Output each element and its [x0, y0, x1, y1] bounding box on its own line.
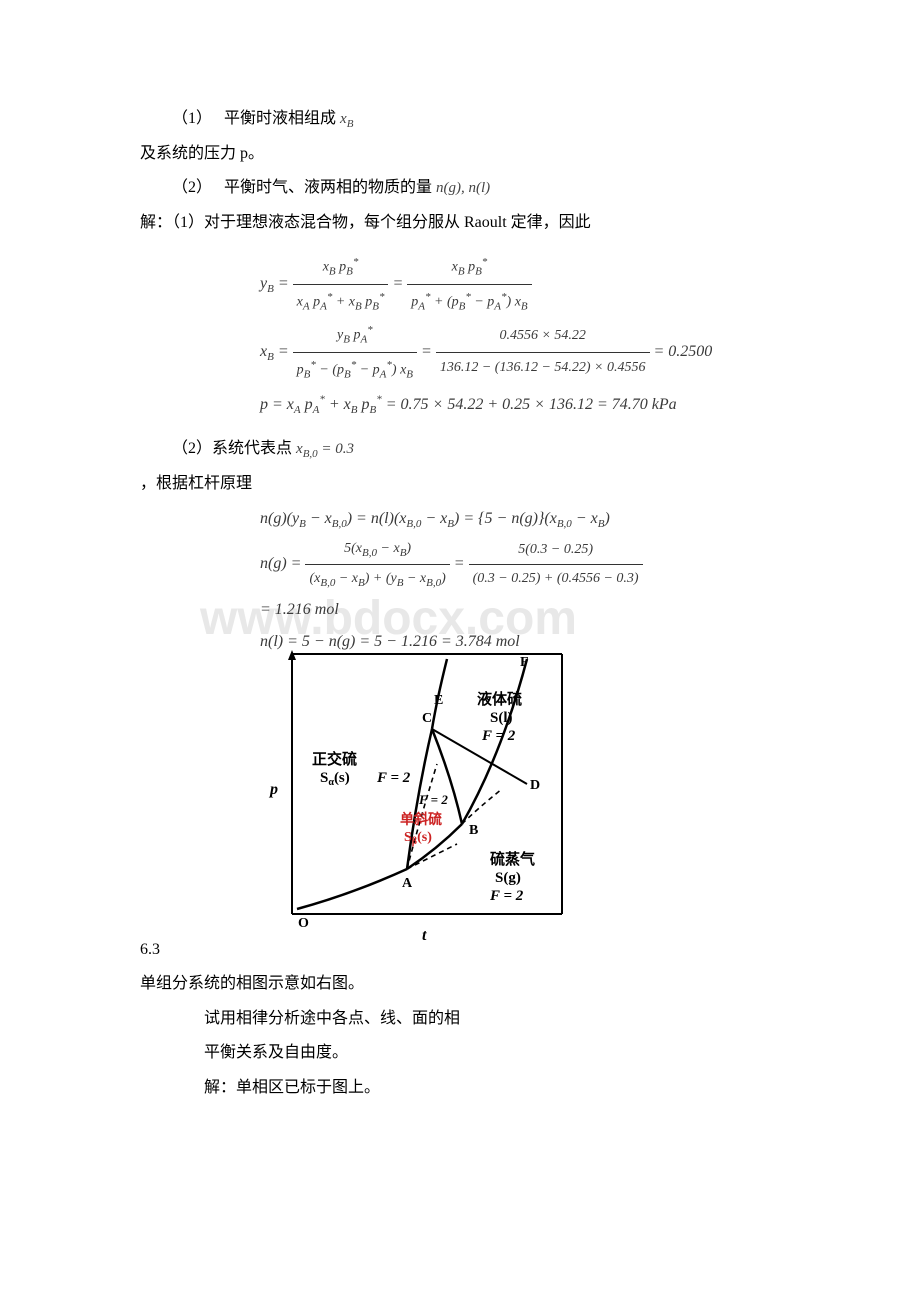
svg-text:F = 2: F = 2	[489, 888, 524, 904]
svg-text:Sβ(s): Sβ(s)	[404, 830, 432, 847]
q63-line4: 解：单相区已标于图上。	[140, 1073, 780, 1103]
svg-text:Sα(s): Sα(s)	[320, 770, 350, 788]
svg-text:E: E	[434, 693, 443, 708]
svg-text:S(l): S(l)	[490, 710, 513, 726]
q1-line2: 及系统的压力 p。	[140, 139, 780, 169]
svg-text:O: O	[298, 916, 309, 931]
math-block-1: yB = xB pB*xA pA* + xB pB* = xB pB*pA* +…	[140, 250, 780, 422]
section-6-3: 6.3	[140, 624, 780, 965]
q1-text2: 平衡时气、液两相的物质的量	[224, 179, 432, 196]
q1-item1: （1） 平衡时液相组成 xB	[140, 104, 780, 135]
q1-num1: （1）	[172, 110, 212, 127]
svg-text:硫蒸气: 硫蒸气	[490, 850, 535, 868]
q1-var1: xB	[340, 111, 353, 127]
q1-var2: n(g), n(l)	[436, 180, 490, 196]
svg-text:F = 2: F = 2	[481, 728, 516, 744]
q63-line3: 平衡关系及自由度。	[140, 1038, 780, 1068]
svg-text:S(g): S(g)	[495, 870, 521, 886]
svg-text:F = 2: F = 2	[418, 792, 448, 807]
svg-text:A: A	[402, 876, 413, 891]
svg-text:t: t	[422, 927, 427, 944]
math-block-2-wrap: www.bdocx.com n(g)(yB − xB,0) = n(l)(xB,…	[140, 503, 780, 658]
svg-text:液体硫: 液体硫	[477, 690, 522, 708]
phase-diagram: O A B C D E F 正交硫 Sα(s) F = 2 液体硫 S(l) F…	[252, 644, 582, 955]
svg-text:p: p	[268, 781, 278, 798]
part2-line2: ，根据杠杆原理	[140, 469, 780, 499]
svg-text:D: D	[530, 778, 540, 793]
svg-text:正交硫: 正交硫	[312, 750, 357, 768]
svg-text:单斜硫: 单斜硫	[400, 811, 442, 828]
q1-item2: （2） 平衡时气、液两相的物质的量 n(g), n(l)	[140, 173, 780, 203]
part2-label: （2）系统代表点 xB,0 = 0.3	[140, 434, 780, 465]
math-block-2: n(g)(yB − xB,0) = n(l)(xB,0 − xB) = {5 −…	[140, 503, 780, 658]
q1-text1: 平衡时液相组成	[224, 110, 336, 127]
svg-text:F = 2: F = 2	[376, 770, 411, 786]
q63-line2: 试用相律分析途中各点、线、面的相	[140, 1004, 780, 1034]
svg-text:B: B	[469, 823, 478, 838]
q1-num2: （2）	[172, 179, 212, 196]
q63-line1: 单组分系统的相图示意如右图。	[140, 969, 780, 999]
svg-text:C: C	[422, 711, 432, 726]
q1-sol-label: 解：（1）对于理想液态混合物，每个组分服从 Raoult 定律，因此	[140, 208, 780, 238]
q63-num: 6.3	[140, 935, 182, 965]
